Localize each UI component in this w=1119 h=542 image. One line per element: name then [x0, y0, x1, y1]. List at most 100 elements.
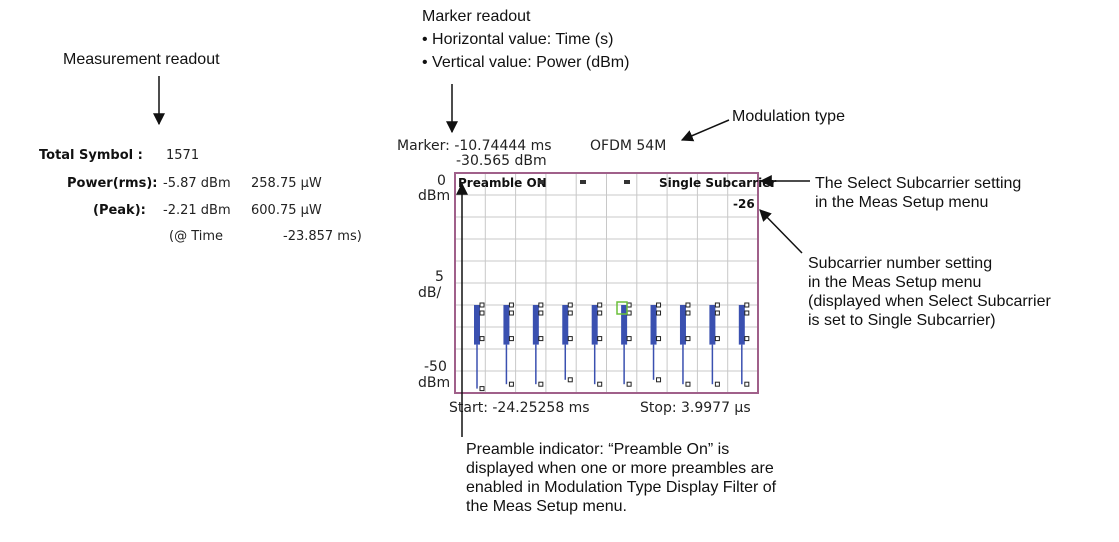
trace-point: [744, 302, 750, 308]
trace-point: [538, 310, 544, 316]
small-flag-icons: [538, 180, 630, 184]
modulation-readout: OFDM 54M: [590, 138, 667, 154]
select-subcarrier-callout: The Select Subcarrier setting in the Mea…: [815, 175, 1022, 211]
plot-frame: [454, 172, 759, 394]
modulation-type-arrow: [680, 119, 730, 142]
peak-label: (Peak):: [93, 203, 146, 218]
y-axis-bottom-unit: dBm: [418, 375, 451, 391]
subcarrier-number-callout: Subcarrier number setting in the Meas Se…: [808, 255, 1051, 329]
trace-point: [508, 302, 514, 308]
burst-bar: [650, 305, 657, 345]
trace-point: [567, 310, 573, 316]
trace-point: [538, 302, 544, 308]
preamble-indicator-callout: Preamble indicator: “Preamble On” is dis…: [466, 441, 777, 515]
trace-burst: [474, 302, 485, 392]
x-axis-stop-readout: Stop: 3.9977 µs: [640, 400, 751, 416]
marker-time-readout: Marker: -10.74444 ms: [397, 138, 552, 154]
trace-point: [479, 336, 485, 342]
trace-point: [538, 381, 544, 387]
trace-point: [508, 336, 514, 342]
trace-point: [656, 377, 662, 383]
trace-point: [479, 386, 485, 392]
y-axis-top-unit: dBm: [418, 188, 451, 204]
trace-burst: [679, 302, 691, 387]
y-axis-top-value: 0: [437, 173, 446, 189]
subcarrier-number-indicator: -26: [733, 197, 755, 211]
trace-point: [567, 336, 573, 342]
trace-point: [714, 310, 720, 316]
total-symbol-label: Total Symbol :: [39, 148, 143, 163]
trace-point: [567, 302, 573, 308]
burst-bar: [621, 305, 628, 345]
trace-point: [714, 336, 720, 342]
trace-point: [479, 302, 485, 308]
burst-bar: [591, 305, 598, 345]
trace-point: [685, 310, 691, 316]
total-symbol-value: 1571: [166, 148, 200, 163]
burst-bar: [562, 305, 569, 345]
flag-icon: [624, 180, 630, 184]
burst-bar: [474, 305, 480, 345]
trace-burst: [650, 302, 662, 383]
measurement-readout-callout: Measurement readout: [63, 51, 220, 68]
trace-point: [656, 336, 662, 342]
trace-point: [626, 381, 632, 387]
marker-power-readout: -30.565 dBm: [456, 153, 547, 169]
trace-point: [685, 381, 691, 387]
modulation-type-callout: Modulation type: [732, 108, 845, 125]
y-axis-bottom-value: -50: [424, 359, 447, 375]
trace-burst: [532, 302, 544, 387]
preamble-indicator: Preamble ON: [458, 176, 547, 190]
trace-point: [656, 310, 662, 316]
trace-point: [508, 381, 514, 387]
flag-icon: [538, 180, 544, 184]
marker-readout-callout-title: Marker readout: [422, 8, 531, 25]
trace-point: [626, 336, 632, 342]
burst-bar: [532, 305, 539, 345]
trace-point: [714, 302, 720, 308]
marker-readout-horizontal-note: • Horizontal value: Time (s): [422, 31, 614, 48]
trace-burst: [621, 302, 632, 387]
trace-bursts: [474, 302, 750, 392]
trace-point: [479, 310, 485, 316]
burst-bar: [738, 305, 745, 345]
x-axis-start-readout: Start: -24.25258 ms: [449, 400, 590, 416]
y-axis-scale-unit: dB/: [418, 285, 442, 301]
trace-point: [714, 381, 720, 387]
trace-burst: [562, 302, 573, 383]
power-rms-uw: 258.75 µW: [251, 176, 322, 191]
trace-point: [685, 302, 691, 308]
trace-point: [744, 381, 750, 387]
flag-icon: [580, 180, 586, 184]
burst-bar: [709, 305, 716, 345]
single-subcarrier-indicator: Single Subcarrier: [659, 176, 776, 190]
trace-point: [538, 336, 544, 342]
marker-indicator: [616, 301, 628, 315]
peak-uw: 600.75 µW: [251, 203, 322, 218]
peak-time-label: (@ Time: [169, 229, 224, 244]
trace-point: [744, 310, 750, 316]
power-rms-label: Power(rms):: [67, 176, 158, 191]
y-axis-scale-value: 5: [435, 269, 444, 285]
burst-bar: [503, 305, 510, 345]
trace-burst: [591, 302, 603, 387]
trace-point: [597, 381, 603, 387]
trace-point: [567, 377, 573, 383]
peak-time-value: -23.857 ms): [283, 229, 362, 244]
power-rms-dbm: -5.87 dBm: [163, 176, 231, 191]
marker-readout-vertical-note: • Vertical value: Power (dBm): [422, 54, 630, 71]
trace-point: [685, 336, 691, 342]
trace-point: [744, 336, 750, 342]
burst-bar: [679, 305, 686, 345]
trace-burst: [709, 302, 720, 387]
trace-burst: [738, 302, 750, 387]
trace-point: [597, 302, 603, 308]
peak-dbm: -2.21 dBm: [163, 203, 231, 218]
trace-burst: [503, 302, 514, 387]
trace-point: [508, 310, 514, 316]
trace-point: [597, 310, 603, 316]
trace-point: [656, 302, 662, 308]
trace-point: [597, 336, 603, 342]
subcarrier-number-arrow: [759, 209, 803, 254]
